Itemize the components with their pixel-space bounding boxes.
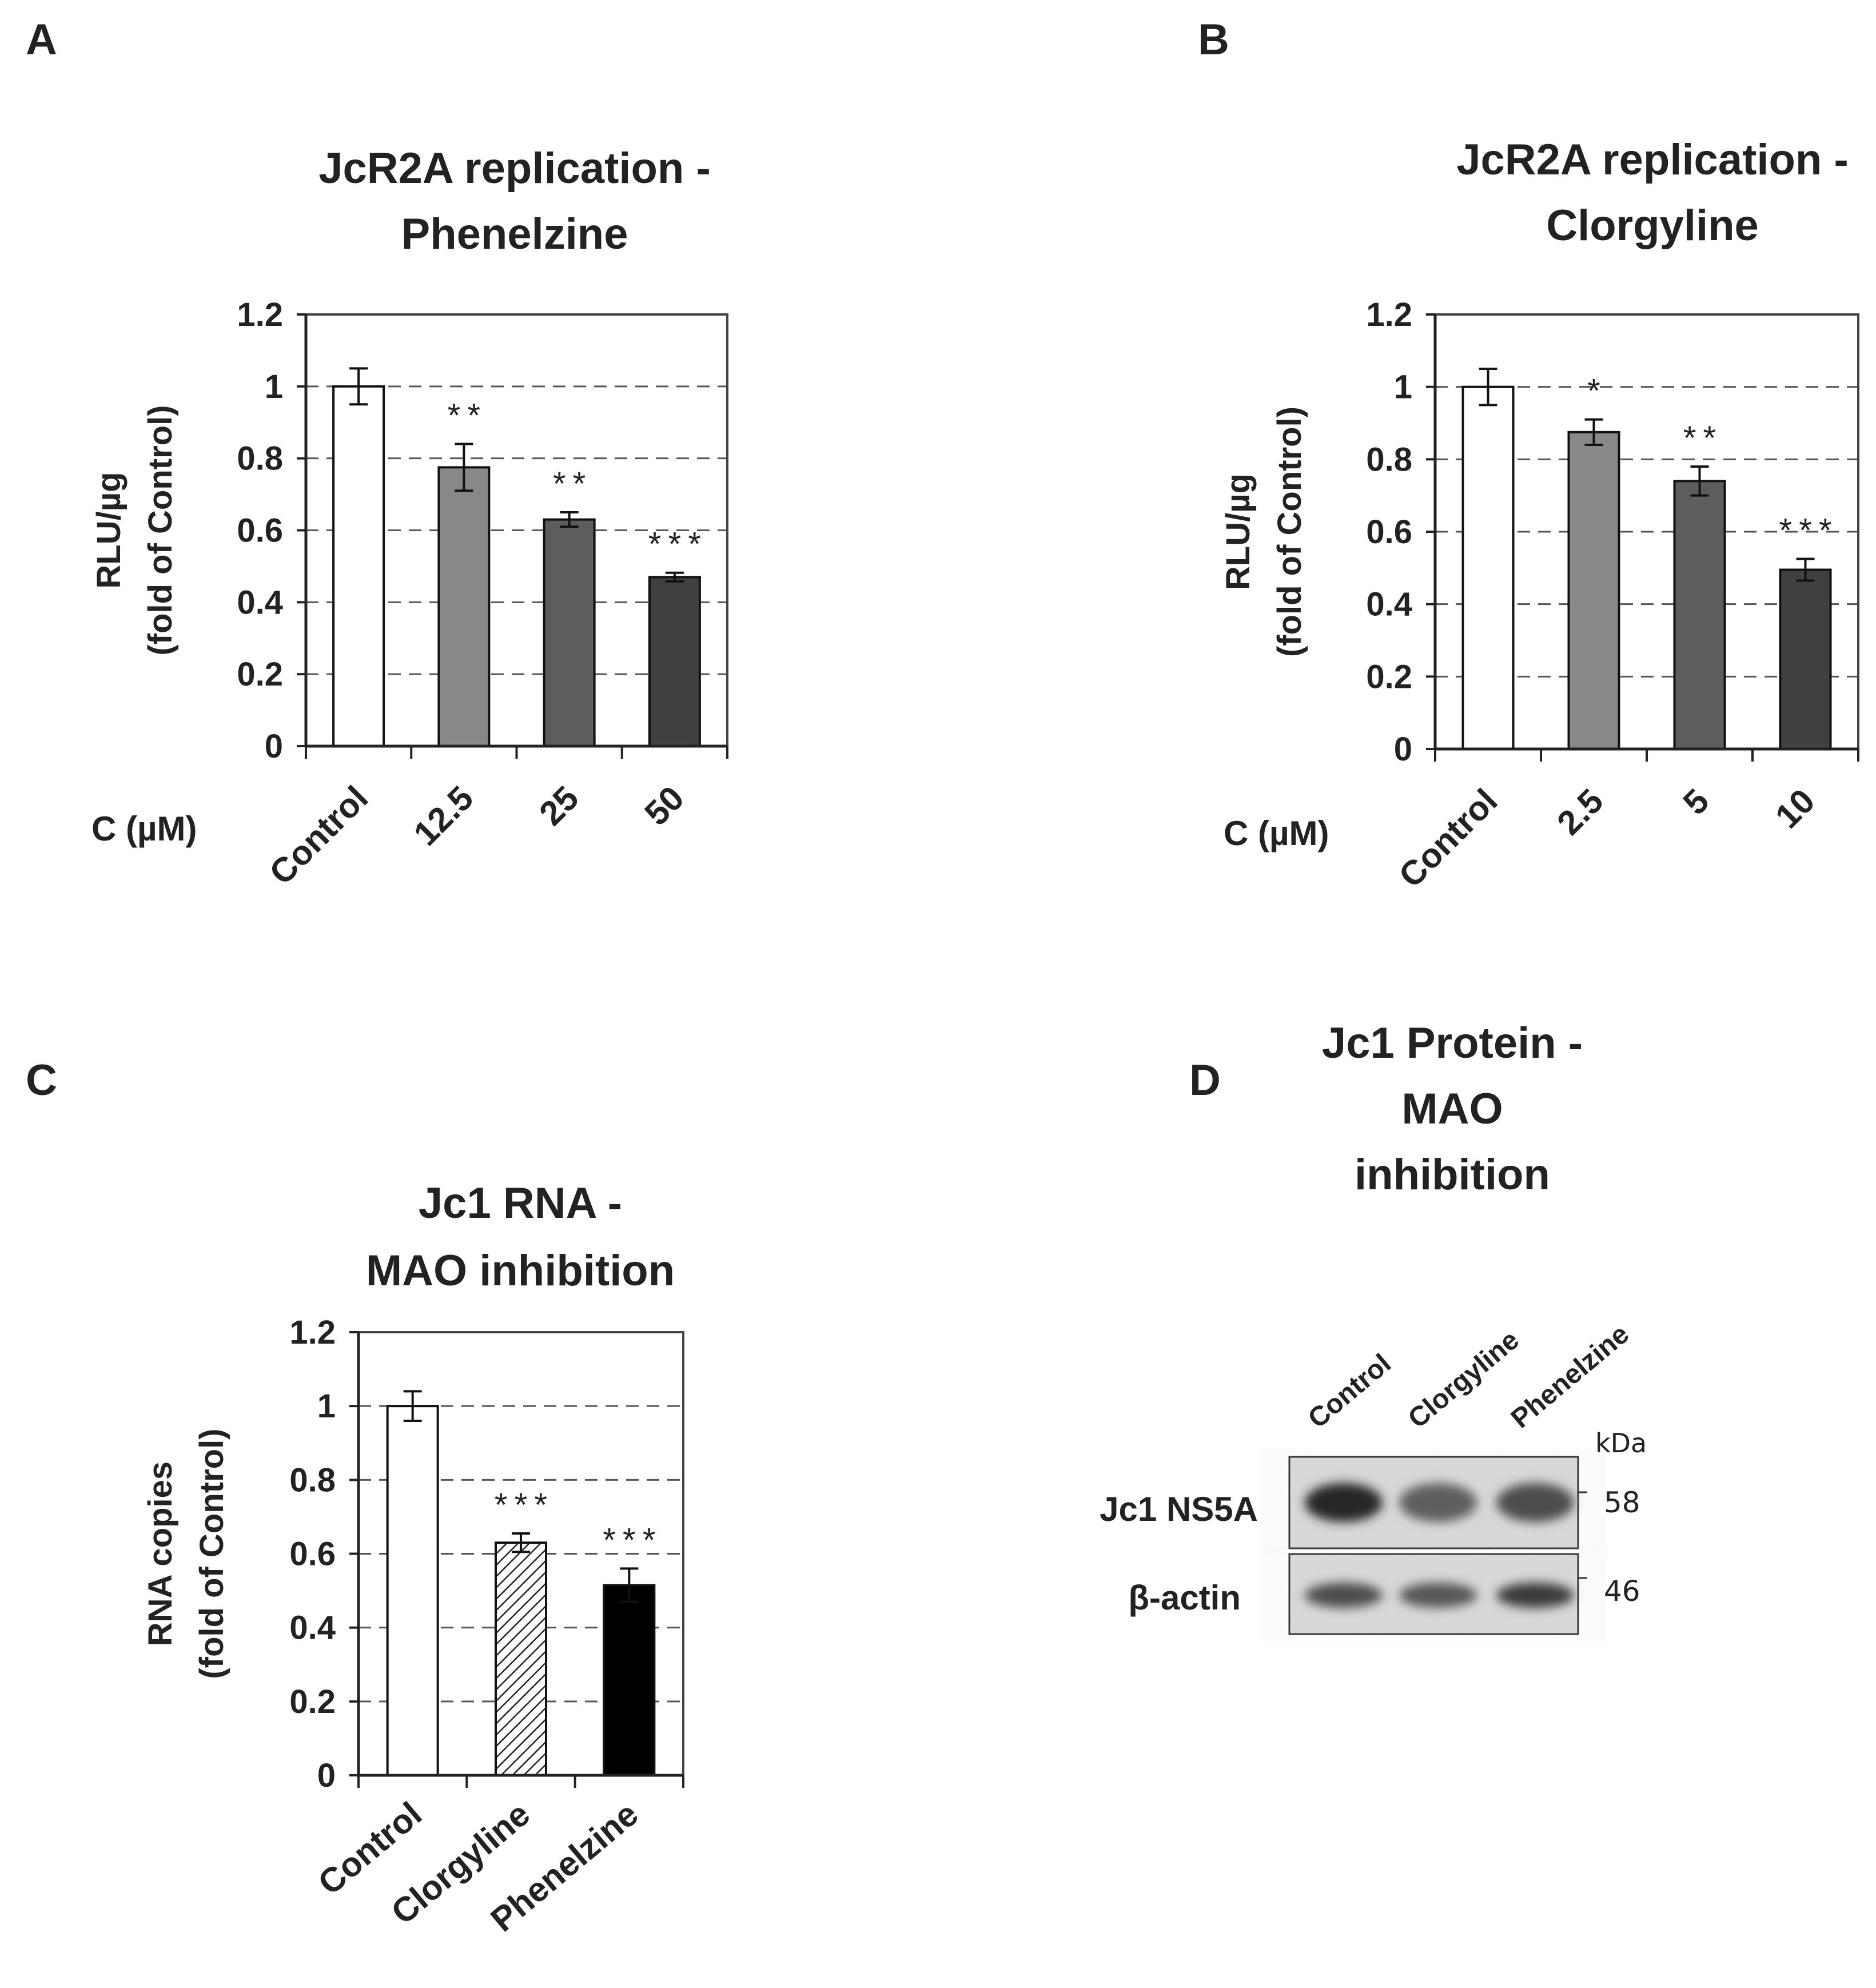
significance-label: *** <box>645 530 704 567</box>
y-tick-label: 1 <box>317 1388 336 1425</box>
bar <box>332 385 385 747</box>
y-axis-label: RLU/µg <box>1220 473 1257 590</box>
y-tick-label: 0 <box>1394 731 1412 768</box>
chart-title-line: Clorgyline <box>1546 201 1759 250</box>
y-tick-label: 0.8 <box>237 440 283 477</box>
bar <box>495 1541 547 1776</box>
kda-value-46: 46 <box>1604 1575 1640 1608</box>
x-category-label: 5 <box>1676 782 1716 822</box>
blot-title-line-1: Jc1 Protein - <box>1322 1019 1583 1067</box>
row-label-ns5a: Jc1 NS5A <box>1100 1490 1258 1528</box>
chart-title-line: JcR2A replication - <box>318 144 711 193</box>
bar <box>386 1405 439 1777</box>
western-blot-panel: Jc1 Protein - MAO inhibition Control Clo… <box>1100 1019 1647 1635</box>
x-category-label: 10 <box>1768 782 1822 836</box>
significance-label: ** <box>444 401 484 439</box>
chart-title-line: Phenelzine <box>401 210 628 258</box>
significance-label: *** <box>1775 516 1835 553</box>
y-tick-label: 1 <box>265 368 283 405</box>
significance-label: *** <box>599 1525 659 1563</box>
panel-letter-c: C <box>26 1056 57 1105</box>
y-tick-label: 0.8 <box>1366 441 1412 478</box>
y-tick-label: 0.4 <box>289 1609 336 1647</box>
panel-letter-a: A <box>26 15 57 64</box>
y-tick-label: 0 <box>317 1757 336 1794</box>
x-category-label: 2.5 <box>1550 782 1610 842</box>
x-category-label: 25 <box>532 779 586 833</box>
blot-band <box>1399 1583 1477 1608</box>
lane-label-control: Control <box>1303 1348 1397 1434</box>
lane-label-phenelzine: Phenelzine <box>1505 1319 1635 1435</box>
row-label-actin: β-actin <box>1128 1579 1241 1617</box>
bar <box>1779 568 1832 750</box>
bar <box>543 518 596 747</box>
x-axis-label: C (µM) <box>91 810 197 848</box>
bar <box>1461 385 1515 750</box>
y-axis-label: RNA copies <box>142 1461 179 1646</box>
lane-label-clorgyline: Clorgyline <box>1403 1325 1525 1434</box>
y-axis-label: RLU/µg <box>90 472 128 588</box>
x-category-label: 12.5 <box>407 779 481 853</box>
significance-label: ** <box>1680 424 1720 461</box>
significance-label: *** <box>491 1491 551 1528</box>
chart-b: JcR2A replication - Clorgyline RLU/µg (fold… <box>1220 136 1859 895</box>
y-tick-label: 1.2 <box>237 296 283 333</box>
x-category-label: Control <box>1392 782 1505 895</box>
chart-c: Jc1 RNA - MAO inhibition RNA copies (fold o… <box>142 1179 684 1939</box>
y-tick-label: 0.2 <box>237 656 283 693</box>
chart-title-line: MAO inhibition <box>366 1246 675 1295</box>
y-tick-label: 0.6 <box>289 1536 336 1573</box>
chart-title-line: JcR2A replication - <box>1456 136 1849 184</box>
blot-title-line-2: MAO <box>1401 1085 1503 1133</box>
kda-value-58: 58 <box>1604 1486 1640 1519</box>
blot-band <box>1305 1483 1383 1522</box>
blot-band <box>1496 1583 1574 1608</box>
blot-band <box>1496 1483 1574 1522</box>
x-axis-label: C (µM) <box>1224 814 1329 852</box>
y-tick-label: 0.2 <box>1366 658 1412 695</box>
bar <box>648 576 701 748</box>
y-axis-label: (fold of Control) <box>142 405 179 655</box>
y-tick-label: 1 <box>1394 369 1412 406</box>
bar <box>603 1584 656 1776</box>
y-axis-label: (fold of Control) <box>193 1428 230 1679</box>
y-tick-label: 1.2 <box>289 1314 336 1351</box>
bar <box>437 466 491 747</box>
x-category-label: 50 <box>637 779 691 833</box>
blot-band <box>1305 1583 1383 1608</box>
x-category-label: Control <box>262 779 375 892</box>
y-axis-label: (fold of Control) <box>1271 407 1308 657</box>
y-tick-label: 1.2 <box>1366 296 1412 333</box>
blot-band <box>1399 1483 1477 1522</box>
significance-label: ** <box>549 469 590 507</box>
y-tick-label: 0 <box>265 728 283 765</box>
chart-a: JcR2A replication - Phenelzine RLU/µg (fold… <box>90 144 728 892</box>
y-tick-label: 0.4 <box>237 584 283 621</box>
y-tick-label: 0.2 <box>289 1683 336 1720</box>
y-tick-label: 0.8 <box>289 1461 336 1499</box>
blot-bands <box>1305 1483 1574 1608</box>
chart-title-line: Jc1 RNA - <box>419 1179 622 1228</box>
y-tick-label: 0.6 <box>1366 513 1412 551</box>
panel-letter-b: B <box>1198 15 1229 64</box>
significance-label: * <box>1584 377 1604 414</box>
y-tick-label: 0.6 <box>237 512 283 549</box>
bar <box>1567 431 1620 750</box>
blot-title-line-3: inhibition <box>1355 1150 1550 1199</box>
panel-letter-d: D <box>1189 1056 1221 1105</box>
y-tick-label: 0.4 <box>1366 586 1412 623</box>
bar <box>1673 480 1726 750</box>
kda-label: kDa <box>1595 1428 1647 1459</box>
